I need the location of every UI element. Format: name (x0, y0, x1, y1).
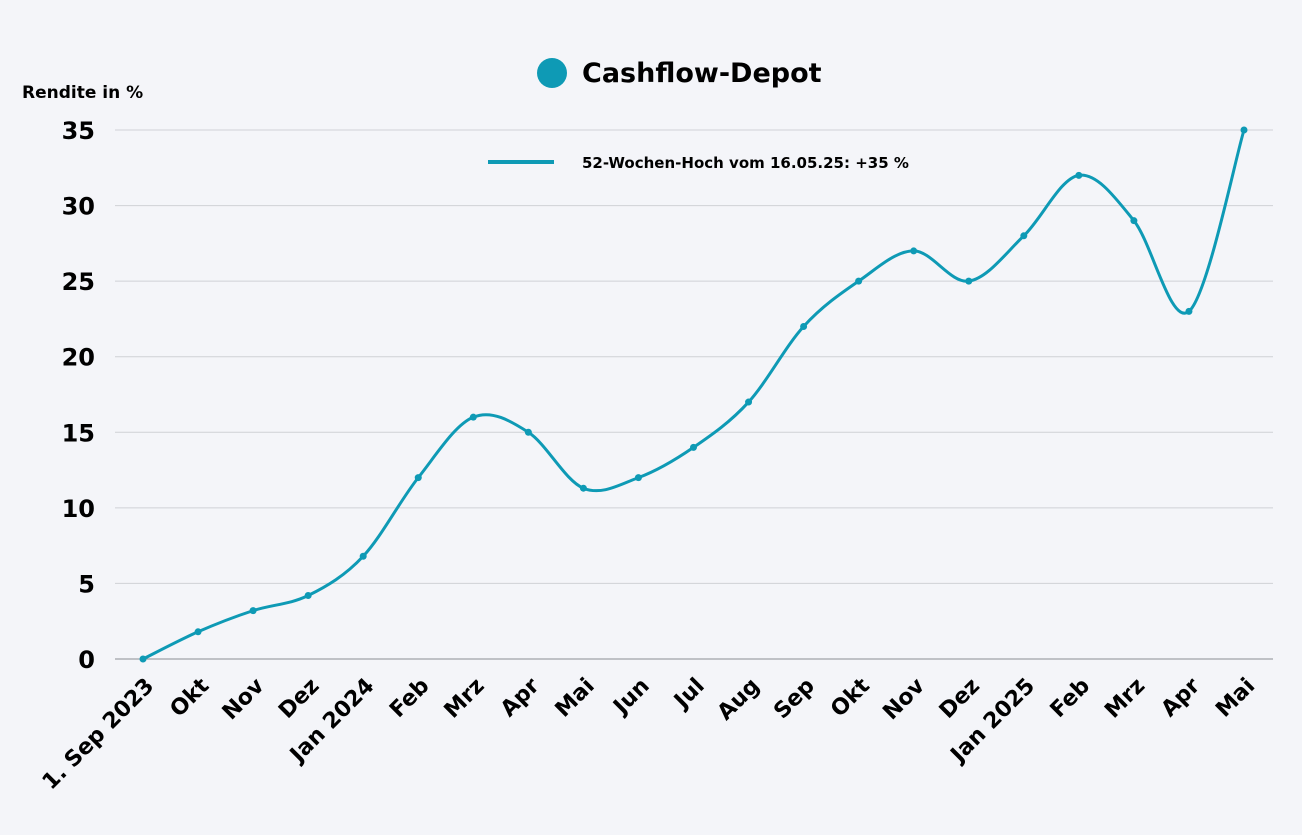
data-point (745, 398, 753, 406)
x-tick-label: Dez (274, 674, 324, 724)
data-point (469, 413, 477, 421)
data-point (194, 628, 202, 636)
data-point (800, 322, 808, 330)
data-point (1020, 232, 1028, 240)
y-tick-label: 15 (62, 419, 95, 447)
data-point (855, 277, 863, 285)
data-point (139, 655, 147, 663)
x-tick-label: Dez (935, 674, 985, 724)
series-line (142, 129, 1246, 661)
x-tick-label: Nov (218, 673, 270, 725)
data-point (634, 474, 642, 482)
y-tick-label: 5 (78, 570, 95, 598)
legend-label: 52-Wochen-Hoch vom 16.05.25: +35 % (582, 154, 909, 172)
x-tick-label: Jul (668, 674, 709, 715)
data-point (910, 247, 918, 255)
y-tick-label: 10 (62, 495, 95, 523)
x-tick-label: Nov (878, 673, 930, 725)
y-tick-label: 30 (62, 193, 95, 221)
data-point (304, 592, 312, 600)
data-point (414, 474, 422, 482)
data-point (965, 277, 973, 285)
x-tick-label: Apr (496, 673, 545, 722)
x-tick-label: Aug (713, 674, 765, 726)
chart-title: Cashflow-Depot (582, 58, 822, 89)
x-tick-label: Mrz (1100, 674, 1150, 724)
x-tick-label: Mai (1211, 674, 1260, 723)
x-tick-label: 1. Sep 2023 (38, 674, 159, 795)
y-tick-label: 35 (62, 117, 95, 145)
y-tick-label: 25 (62, 268, 95, 296)
data-point (1075, 171, 1083, 179)
y-tick-label: 0 (78, 646, 95, 674)
data-point (359, 552, 367, 560)
data-point (524, 428, 532, 436)
x-tick-label: Mrz (440, 674, 490, 724)
data-point (579, 484, 587, 492)
x-tick-label: Sep (769, 674, 820, 725)
data-point (690, 443, 697, 451)
x-tick-label: Okt (166, 673, 215, 722)
x-tick-label: Feb (1046, 674, 1095, 723)
y-tick-label: 20 (62, 344, 95, 372)
data-point (1240, 126, 1248, 134)
data-point (1185, 307, 1193, 315)
x-tick-label: Mai (551, 674, 600, 723)
x-tick-label: Feb (385, 674, 434, 723)
x-tick-label: Okt (826, 673, 875, 722)
title-marker-icon (537, 58, 567, 88)
x-tick-label: Jun (608, 674, 655, 721)
data-point (1130, 217, 1138, 225)
data-point (249, 607, 257, 615)
x-tick-label: Apr (1157, 673, 1206, 722)
y-axis-label: Rendite in % (22, 83, 143, 103)
